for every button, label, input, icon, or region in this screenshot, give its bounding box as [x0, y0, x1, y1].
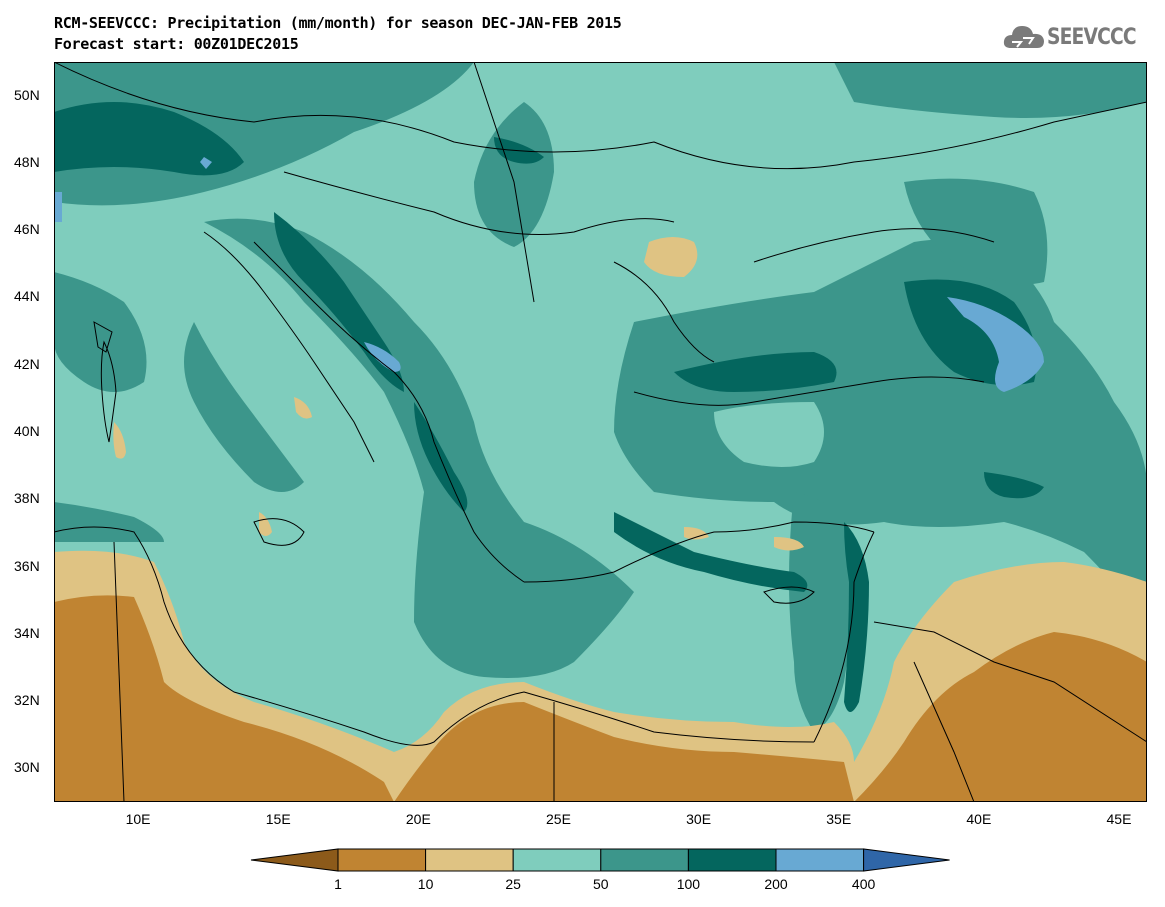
lat-tick-label: 38N [14, 490, 40, 507]
colorbar-threshold-label: 200 [764, 876, 788, 892]
lon-tick-label: 35E [826, 811, 852, 827]
colorbar-threshold-label: 400 [851, 876, 876, 892]
precipitation-colorbar [250, 848, 950, 872]
lat-tick-label: 40N [14, 423, 40, 439]
seevccc-logo: SEEVCCC [1003, 22, 1151, 52]
lat-tick-label: 44N [14, 288, 40, 305]
colorbar-segment [775, 848, 865, 872]
map-frame [54, 62, 1147, 802]
lon-tick-label: 25E [545, 811, 571, 827]
colorbar-low-arrow [250, 848, 339, 872]
lat-tick-label: 42N [14, 355, 40, 372]
map-title: RCM-SEEVCCC: Precipitation (mm/month) fo… [54, 14, 622, 32]
lon-tick-label: 20E [405, 811, 431, 827]
precip-10-25-regions [54, 237, 1147, 802]
lon-tick-label: 40E [966, 811, 992, 827]
colorbar-segment [687, 848, 777, 872]
lon-tick-label: 45E [1106, 811, 1132, 827]
precip-1-10-regions [54, 595, 1147, 802]
lat-tick-label: 36N [14, 557, 40, 574]
colorbar-segment [337, 848, 427, 872]
logo-text: SEEVCCC [1046, 24, 1137, 50]
colorbar-threshold-label: 1 [334, 876, 342, 892]
colorbar-high-arrow [863, 848, 950, 872]
lat-tick-label: 50N [14, 86, 40, 103]
colorbar-threshold-label: 100 [676, 876, 701, 892]
lon-tick-label: 15E [265, 811, 291, 827]
lat-tick-label: 32N [14, 692, 40, 709]
lat-tick-label: 48N [14, 153, 40, 170]
colorbar-threshold-label: 10 [417, 876, 434, 892]
lat-tick-label: 46N [14, 221, 40, 238]
forecast-start-label: Forecast start: 00Z01DEC2015 [54, 35, 299, 53]
coastlines [54, 62, 1147, 802]
colorbar-segment [512, 848, 602, 872]
lon-tick-label: 10E [125, 811, 151, 827]
precip-200-400-regions [54, 157, 1044, 392]
cloud-icon [1003, 26, 1044, 48]
colorbar-segment [425, 848, 514, 872]
lat-tick-label: 30N [14, 759, 40, 776]
colorbar-segment [600, 848, 689, 872]
colorbar-threshold-label: 50 [593, 876, 609, 892]
precipitation-map [54, 62, 1147, 802]
lat-tick-label: 34N [14, 624, 40, 641]
colorbar-threshold-label: 25 [505, 876, 521, 892]
lon-tick-label: 30E [686, 811, 712, 827]
